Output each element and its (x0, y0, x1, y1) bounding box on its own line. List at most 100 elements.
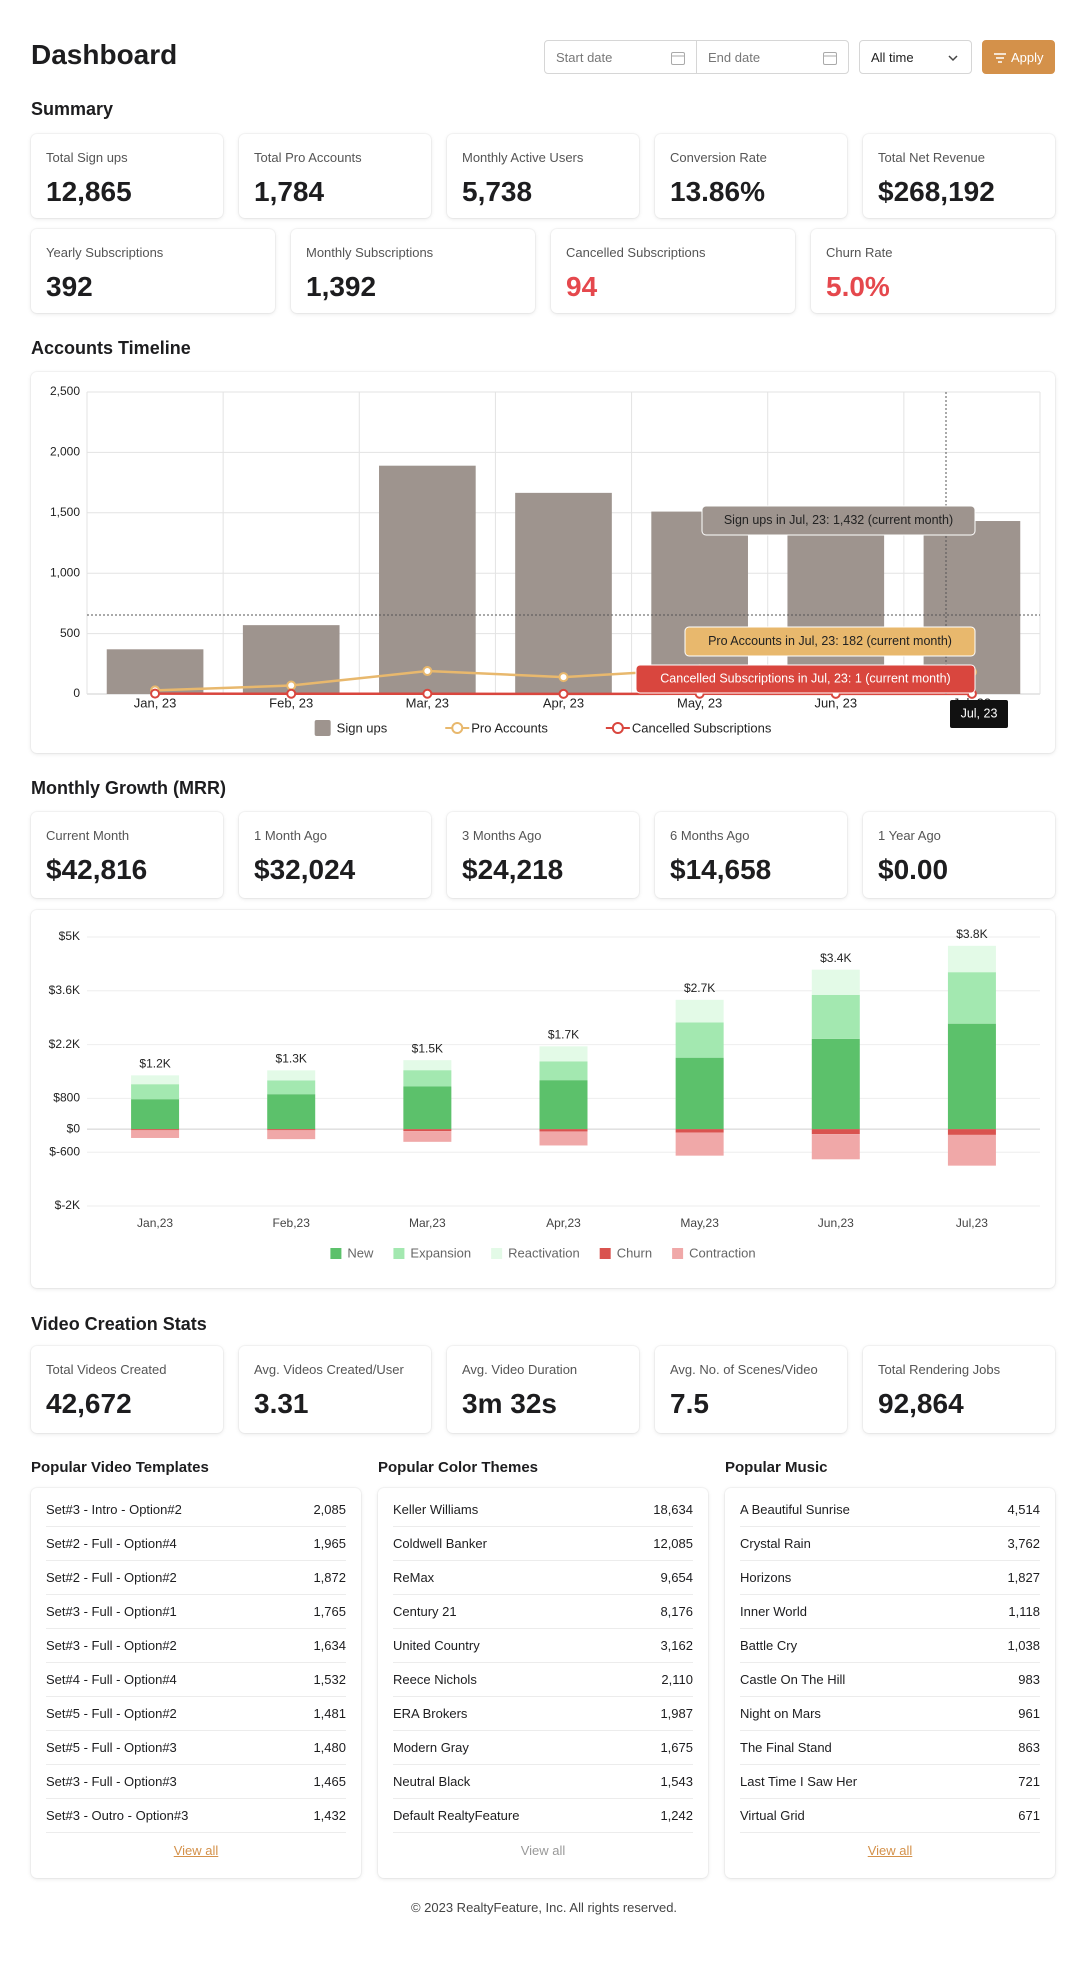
list-row: Coldwell Banker 12,085 (393, 1527, 693, 1561)
view-all-link[interactable]: View all (867, 1843, 913, 1858)
axis-tooltip-text: Jul, 23 (961, 706, 998, 720)
list-row: Last Time I Saw Her 721 (740, 1765, 1040, 1799)
bar-segment (675, 999, 724, 1023)
y-tick-label: $3.6K (49, 983, 80, 997)
total-label: $2.7K (684, 981, 715, 995)
row-value: 1,872 (313, 1570, 346, 1585)
row-name: Inner World (740, 1604, 807, 1619)
placeholder: End date (708, 49, 761, 65)
tooltip-text: Sign ups in Jul, 23: 1,432 (current mont… (724, 513, 953, 527)
bar-segment (811, 1129, 860, 1135)
list-row: Modern Gray 1,675 (393, 1731, 693, 1765)
legend-label: Cancelled Subscriptions (632, 720, 772, 735)
x-tick-label: Apr,23 (546, 1216, 581, 1230)
range-select[interactable]: All time (859, 40, 972, 74)
list-row: Neutral Black 1,543 (393, 1765, 693, 1799)
view-all-link[interactable]: View all (520, 1843, 566, 1858)
legend-label: New (347, 1245, 374, 1260)
list-row: Century 21 8,176 (393, 1595, 693, 1629)
row-name: Crystal Rain (740, 1536, 811, 1551)
legend-swatch (599, 1248, 611, 1259)
legend-label: Sign ups (337, 720, 388, 735)
row-value: 2,085 (313, 1502, 346, 1517)
stat-value: 7.5 (670, 1388, 709, 1419)
row-value: 8,176 (660, 1604, 693, 1619)
row-value: 1,481 (313, 1706, 346, 1721)
x-tick-label: May,23 (680, 1216, 719, 1230)
stat-label: Avg. Videos Created/User (254, 1362, 404, 1377)
row-name: Modern Gray (393, 1740, 469, 1755)
bar-segment (403, 1070, 452, 1087)
legend-swatch (451, 722, 464, 734)
row-name: Set#3 - Full - Option#2 (46, 1638, 177, 1653)
list-row: Set#3 - Full - Option#1 1,765 (46, 1595, 346, 1629)
row-name: Set#3 - Full - Option#3 (46, 1774, 177, 1789)
list-row: Set#4 - Full - Option#4 1,532 (46, 1663, 346, 1697)
bar-segment (675, 1132, 724, 1156)
y-tick-label: $2.2K (49, 1037, 80, 1051)
stat-value: 12,865 (46, 176, 132, 207)
row-value: 1,532 (313, 1672, 346, 1687)
legend-label: Contraction (689, 1245, 755, 1260)
row-name: Castle On The Hill (740, 1672, 846, 1687)
stat-label: Total Videos Created (46, 1362, 167, 1377)
stat-label: 1 Year Ago (878, 828, 941, 843)
legend-swatch (611, 722, 624, 734)
bar-segment (131, 1130, 180, 1138)
row-name: Coldwell Banker (393, 1536, 487, 1551)
row-value: 2,110 (661, 1672, 693, 1687)
list-row: Virtual Grid 671 (740, 1799, 1040, 1833)
list-title: Popular Video Templates (31, 1459, 209, 1476)
chart-card: $-2K $-600 $0 $800 $2.2K $3.6K $5K Jan,23 $1.2K F… (31, 910, 1055, 1288)
row-name: Set#2 - Full - Option#2 (46, 1570, 177, 1585)
stat-card: Total Sign ups 12,865 (31, 134, 223, 218)
list-row: Night on Mars 961 (740, 1697, 1040, 1731)
legend-label: Churn (617, 1245, 652, 1260)
row-value: 1,242 (660, 1808, 693, 1823)
bar-segment (267, 1070, 316, 1081)
bar-segment (811, 1134, 860, 1160)
bar-segment (267, 1130, 316, 1140)
row-name: ReMax (393, 1570, 435, 1585)
y-tick-label: 500 (60, 626, 80, 640)
list-row: Set#2 - Full - Option#4 1,965 (46, 1527, 346, 1561)
row-value: 1,827 (1007, 1570, 1040, 1585)
total-label: $1.2K (139, 1057, 170, 1071)
row-value: 1,543 (660, 1774, 693, 1789)
stat-label: Total Sign ups (46, 150, 128, 165)
stat-label: Conversion Rate (670, 150, 767, 165)
list-card: Set#3 - Intro - Option#2 2,085 Set#2 - Ful… (31, 1488, 361, 1878)
range-value: All time (871, 49, 914, 65)
row-value: 1,480 (313, 1740, 346, 1755)
legend-label: Reactivation (508, 1245, 580, 1260)
bar-segment (403, 1086, 452, 1130)
end-date-input[interactable]: End date (696, 40, 849, 74)
point (286, 688, 297, 699)
list-row: A Beautiful Sunrise 4,514 (740, 1493, 1040, 1527)
bar-segment (267, 1129, 316, 1131)
start-date-input[interactable]: Start date (544, 40, 697, 74)
stat-card: Monthly Active Users 5,738 (447, 134, 639, 218)
stat-card: Monthly Subscriptions 1,392 (291, 229, 535, 313)
x-tick-label: Apr, 23 (543, 695, 584, 710)
row-name: Set#5 - Full - Option#3 (46, 1740, 177, 1755)
apply-button[interactable]: Apply (982, 40, 1055, 74)
stat-value: $0.00 (878, 854, 949, 885)
stat-card: Avg. No. of Scenes/Video 7.5 (655, 1346, 847, 1433)
row-value: 983 (1018, 1672, 1040, 1687)
view-all-link[interactable]: View all (173, 1843, 219, 1858)
point (286, 680, 297, 691)
stat-value: 92,864 (878, 1388, 964, 1419)
page-title: Dashboard (31, 39, 178, 70)
bar-segment (403, 1129, 452, 1132)
row-value: 9,654 (660, 1570, 693, 1585)
stat-card: Yearly Subscriptions 392 (31, 229, 275, 313)
row-value: 863 (1018, 1740, 1040, 1755)
bar-segment (403, 1131, 452, 1142)
placeholder: Start date (556, 49, 613, 65)
list-row: Set#3 - Outro - Option#3 1,432 (46, 1799, 346, 1833)
total-label: $1.5K (412, 1041, 443, 1055)
tooltip-text: Cancelled Subscriptions in Jul, 23: 1 (c… (660, 671, 950, 685)
mrr-chart: $-2K $-600 $0 $800 $2.2K $3.6K $5K Jan,23 $1.2K F… (49, 927, 1040, 1260)
row-value: 1,765 (313, 1604, 346, 1619)
